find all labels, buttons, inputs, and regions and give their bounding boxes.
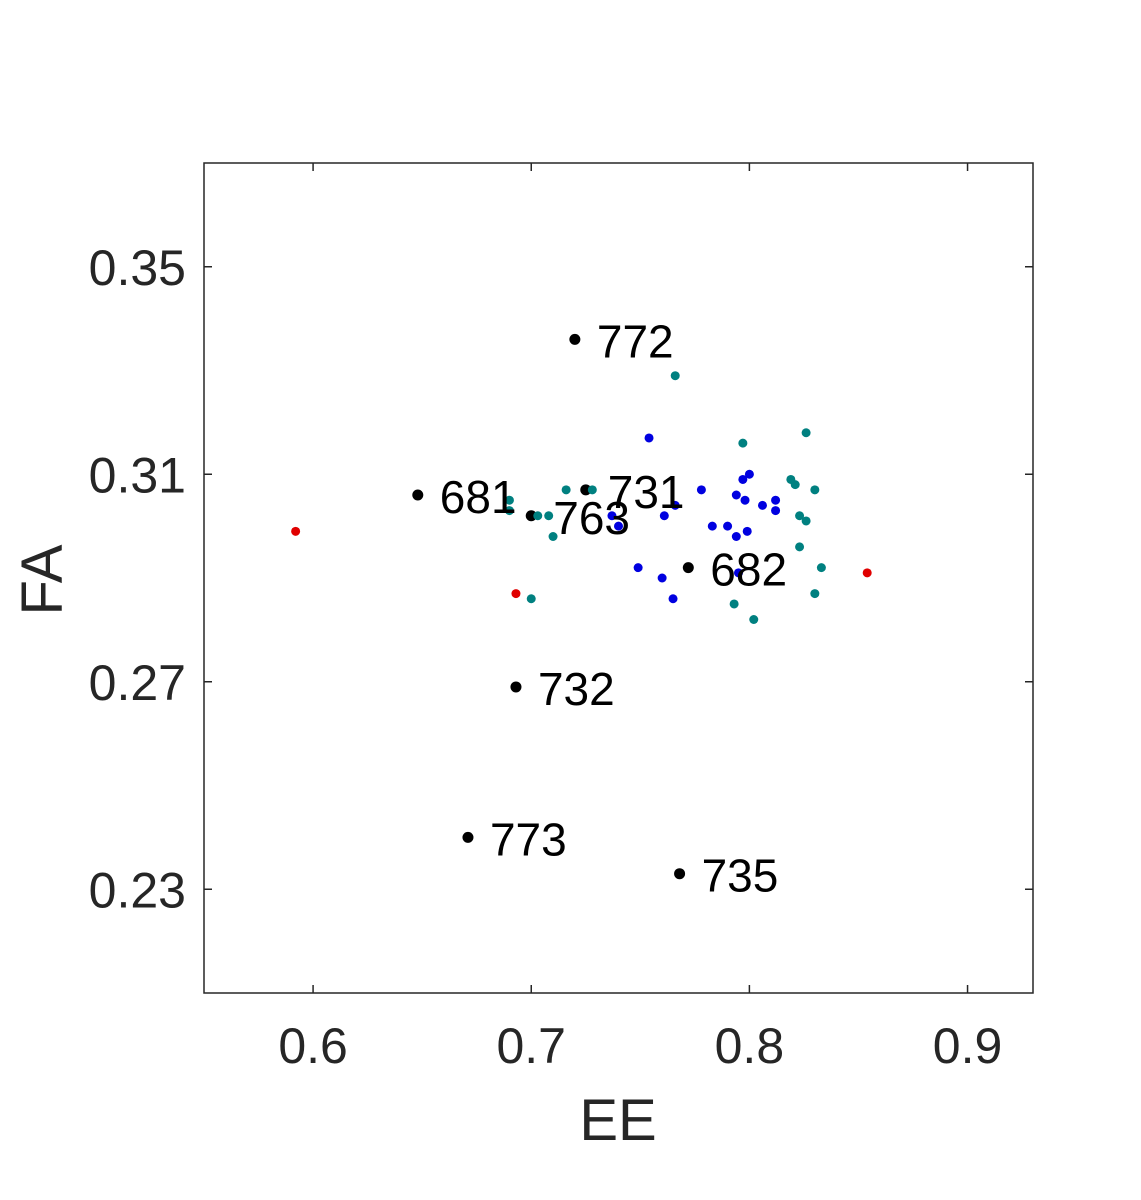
data-point <box>544 511 554 521</box>
data-point-label: 772 <box>597 315 674 367</box>
data-point <box>790 480 800 490</box>
plot-area-frame <box>203 162 1034 994</box>
x-tick-label: 0.8 <box>715 1018 785 1074</box>
data-point <box>816 563 826 573</box>
x-tick-label: 0.6 <box>278 1018 348 1074</box>
y-tick-label: 0.23 <box>89 862 186 918</box>
data-point <box>729 599 739 609</box>
data-point-label: 735 <box>702 850 779 902</box>
data-point <box>504 495 514 505</box>
data-point <box>757 500 767 510</box>
data-point <box>561 485 571 495</box>
x-tick-label: 0.9 <box>933 1018 1003 1074</box>
data-point <box>670 371 680 381</box>
data-point-label: 763 <box>553 492 630 544</box>
data-point <box>795 542 805 552</box>
data-point <box>771 495 781 505</box>
y-axis-label: FA <box>10 544 75 615</box>
data-point-label: 732 <box>538 663 615 715</box>
data-point <box>740 495 750 505</box>
data-point <box>548 532 558 541</box>
data-point <box>659 511 669 521</box>
axis-ticks <box>204 163 1033 993</box>
data-point <box>526 594 536 604</box>
data-point <box>731 532 741 541</box>
x-tick-label: 0.7 <box>496 1018 566 1074</box>
data-point <box>657 573 667 583</box>
data-point <box>525 510 537 522</box>
data-point <box>412 489 424 501</box>
data-point <box>587 485 597 495</box>
data-point <box>670 500 680 510</box>
y-tick-label: 0.27 <box>89 655 186 711</box>
data-point <box>862 568 872 578</box>
data-point <box>795 511 805 521</box>
data-point <box>801 516 811 526</box>
data-point <box>738 474 748 484</box>
y-tick-label: 0.35 <box>89 240 186 296</box>
data-point <box>801 428 811 438</box>
data-point <box>733 568 743 578</box>
data-point <box>723 521 733 531</box>
data-point-label: 731 <box>608 466 685 518</box>
data-point <box>742 526 752 536</box>
data-point-label: 681 <box>440 471 517 523</box>
data-point <box>633 563 643 573</box>
y-tick-label: 0.31 <box>89 447 186 503</box>
data-point <box>580 484 592 496</box>
data-point <box>607 511 617 521</box>
data-point <box>291 526 301 536</box>
data-point <box>462 831 474 843</box>
data-point <box>738 438 748 448</box>
data-point <box>533 511 543 521</box>
data-point <box>511 589 521 599</box>
data-point <box>682 562 694 574</box>
data-point <box>771 506 781 516</box>
data-point-label: 773 <box>490 813 567 865</box>
data-point <box>810 589 820 599</box>
data-point <box>614 521 623 531</box>
data-point <box>674 868 686 880</box>
data-point <box>707 521 717 531</box>
data-point <box>668 594 678 604</box>
x-axis-label: EE <box>579 1088 656 1153</box>
data-point <box>504 506 514 516</box>
data-point <box>810 485 820 495</box>
data-point <box>644 433 654 443</box>
data-points <box>291 333 872 880</box>
data-point <box>696 485 706 495</box>
data-point <box>744 469 754 479</box>
data-point <box>749 615 759 624</box>
data-point <box>510 681 522 693</box>
data-point <box>731 490 741 500</box>
data-point-label: 682 <box>710 544 787 596</box>
axis-tick-labels: 0.6 0.7 0.8 0.9 0.23 0.27 0.31 0.35 <box>89 240 1003 1074</box>
data-point <box>569 333 581 345</box>
